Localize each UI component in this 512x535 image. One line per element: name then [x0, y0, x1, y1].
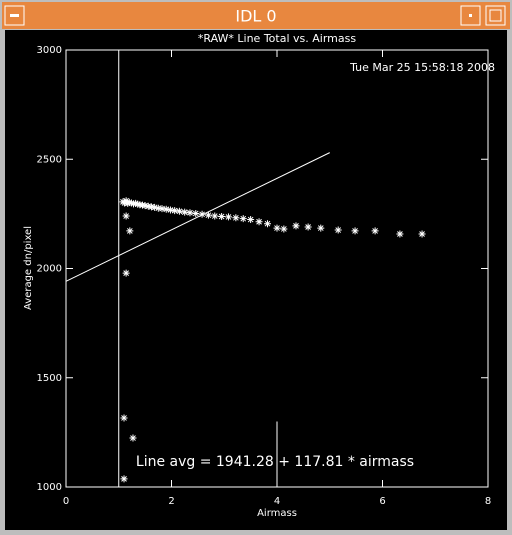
point — [127, 199, 135, 207]
point — [129, 434, 137, 442]
point — [280, 225, 288, 233]
point — [122, 197, 130, 205]
point — [158, 205, 166, 213]
maximize-icon — [489, 9, 502, 22]
fit-line — [65, 152, 330, 282]
point — [125, 198, 133, 206]
point — [239, 215, 247, 223]
point — [418, 230, 426, 238]
point — [154, 204, 162, 212]
point — [166, 206, 174, 214]
point — [255, 218, 263, 226]
point — [232, 214, 240, 222]
chart-title: *RAW* Line Total vs. Airmass — [198, 32, 356, 45]
title-bar — [2, 2, 510, 29]
x-tick-label: 4 — [274, 496, 280, 507]
plot-canvas — [5, 30, 507, 530]
x-tick-label: 6 — [379, 496, 385, 507]
point — [132, 199, 140, 207]
point — [224, 213, 232, 221]
timestamp: Tue Mar 25 15:58:18 2008 — [349, 61, 495, 74]
point — [181, 208, 189, 216]
annotation: Line avg = 1941.28 + 117.81 * airmass — [136, 454, 414, 470]
point — [192, 209, 200, 217]
point — [304, 223, 312, 231]
point — [218, 212, 226, 220]
x-axis-label: Airmass — [257, 508, 297, 519]
y-tick-label: 1000 — [37, 482, 62, 493]
minimize-icon — [469, 14, 472, 17]
point — [175, 207, 183, 215]
y-tick-label: 1500 — [37, 373, 62, 384]
point — [144, 202, 152, 210]
point — [122, 269, 130, 277]
y-tick-label: 2500 — [37, 154, 62, 165]
point — [351, 227, 359, 235]
point — [162, 205, 170, 213]
x-tick-label: 0 — [63, 496, 69, 507]
point — [126, 227, 134, 235]
y-axis-label: Average dn/pixel — [23, 226, 34, 310]
point — [211, 212, 219, 220]
menu-icon — [10, 14, 19, 17]
point — [120, 475, 128, 483]
point — [141, 202, 149, 210]
point — [317, 224, 325, 232]
x-tick-label: 2 — [168, 496, 174, 507]
point — [198, 210, 206, 218]
window-title: IDL 0 — [235, 7, 276, 26]
y-tick-label: 3000 — [37, 45, 62, 56]
point — [204, 211, 212, 219]
point — [334, 226, 342, 234]
point — [396, 230, 404, 238]
point — [122, 212, 130, 220]
point — [292, 222, 300, 230]
y-tick-label: 2000 — [37, 264, 62, 275]
point — [371, 227, 379, 235]
point — [151, 203, 159, 211]
point — [171, 207, 179, 215]
point — [120, 414, 128, 422]
point — [264, 220, 272, 228]
point — [186, 209, 194, 217]
point — [247, 216, 255, 224]
maximize-button[interactable] — [485, 5, 506, 26]
x-tick-label: 8 — [485, 496, 491, 507]
point — [273, 224, 281, 232]
